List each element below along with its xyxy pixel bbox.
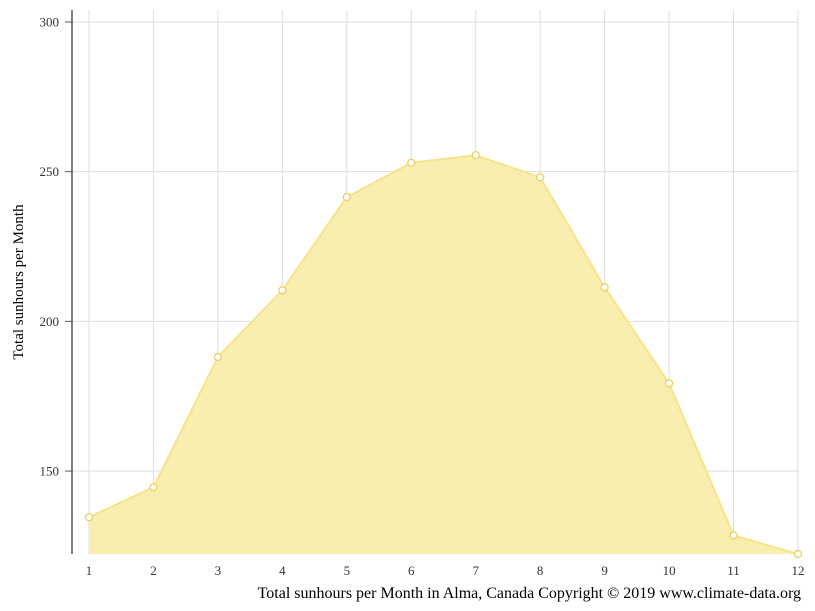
- x-tick-label: 12: [792, 563, 805, 578]
- x-tick-label: 5: [344, 563, 351, 578]
- data-point-10: [664, 379, 674, 388]
- x-tick-label: 7: [472, 563, 479, 578]
- x-tick-label: 2: [150, 563, 157, 578]
- data-point-7: [471, 151, 480, 160]
- x-tick-label: 3: [215, 563, 222, 578]
- chart-caption: Total sunhours per Month in Alma, Canada…: [258, 585, 801, 602]
- y-axis-title: Total sunhours per Month: [11, 204, 27, 360]
- y-tick-label: 250: [40, 164, 60, 179]
- data-point-2: [149, 483, 158, 492]
- y-tick-label: 200: [40, 314, 60, 329]
- y-tick-label: 150: [40, 464, 60, 479]
- data-point-6: [407, 158, 416, 167]
- data-point-11: [729, 531, 738, 540]
- data-markers: [84, 151, 803, 559]
- data-point-9: [600, 283, 609, 292]
- y-tick-label: 300: [40, 14, 60, 29]
- x-tick-label: 9: [601, 563, 608, 578]
- axes: [65, 10, 73, 554]
- data-point-12: [793, 549, 803, 559]
- x-tick-label: 4: [279, 563, 286, 578]
- x-tick-label: 8: [537, 563, 544, 578]
- data-point-3: [213, 352, 223, 362]
- plot-area: [88, 154, 799, 555]
- x-tick-label: 11: [727, 563, 740, 578]
- series-area-fill: [89, 155, 798, 554]
- data-point-8: [536, 173, 545, 182]
- x-tick-label: 1: [86, 563, 93, 578]
- x-tick-label: 10: [663, 563, 676, 578]
- x-tick-label: 6: [408, 563, 415, 578]
- data-point-1: [84, 513, 94, 522]
- data-point-5: [342, 193, 351, 202]
- data-point-4: [278, 286, 287, 295]
- series-line: [88, 154, 799, 555]
